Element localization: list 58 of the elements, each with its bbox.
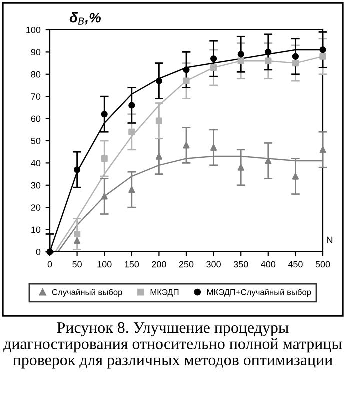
point (238, 164, 244, 171)
point (292, 173, 299, 180)
point (74, 166, 81, 174)
point (183, 78, 190, 84)
y-tick-label: 100 (26, 26, 41, 34)
point (74, 238, 81, 244)
y-tick-label: 0 (36, 248, 41, 256)
x-tick-label: 350 (234, 261, 248, 268)
y-tick-label: 30 (31, 182, 41, 189)
x-tick-label: 50 (72, 261, 82, 268)
point (101, 111, 108, 118)
point (292, 53, 299, 60)
x-tick-label: 500 (316, 261, 330, 268)
point (265, 158, 272, 164)
y-tick-label: 60 (31, 116, 41, 122)
point (210, 64, 218, 72)
x-tick-label: 400 (261, 261, 276, 268)
point (156, 78, 162, 84)
y-tick-label: 20 (31, 204, 41, 211)
x-tick-label: 300 (206, 261, 221, 268)
y-tick-label: 90 (31, 49, 41, 56)
point (101, 193, 108, 200)
point (74, 230, 81, 238)
y-tick-label: 70 (31, 94, 41, 100)
text: Рисунок 8. Улучшение процедуры диагностирования относительно полной матрицы проверок для различных методов оптимизации (4, 322, 342, 369)
point (292, 60, 299, 67)
x-tick-label: 450 (288, 261, 303, 268)
x-tick-label: 150 (125, 261, 140, 268)
y-tick-label: 50 (31, 138, 41, 144)
point (238, 51, 244, 58)
x-tick-label: 200 (152, 261, 166, 268)
x-tick-label: 100 (98, 261, 112, 268)
point (238, 58, 244, 64)
y-tick-label: 10 (32, 226, 41, 234)
point (156, 118, 162, 124)
point (128, 102, 136, 109)
x-tick-label: 0 (48, 261, 52, 268)
legend-label: МКЭДП (150, 289, 179, 297)
point (320, 53, 326, 60)
x-axis-title: N (327, 236, 333, 244)
point (183, 142, 190, 149)
point (128, 186, 136, 194)
point (210, 144, 218, 151)
point (320, 146, 326, 154)
point (265, 48, 272, 56)
point (210, 56, 218, 62)
point (183, 66, 190, 74)
x-tick-label: 250 (179, 261, 194, 268)
y-tick-label: 80 (31, 71, 41, 78)
legend-label: Случайный выбор (52, 289, 122, 297)
y-axis-title: δ$_{B}$,% (70, 12, 101, 25)
y-tick-label: 40 (31, 160, 41, 167)
point (128, 128, 136, 136)
point (320, 46, 326, 54)
point (101, 155, 108, 162)
point (265, 58, 272, 64)
point (156, 153, 162, 160)
legend-label: МКЭДП+Случайный выбор (208, 289, 312, 297)
